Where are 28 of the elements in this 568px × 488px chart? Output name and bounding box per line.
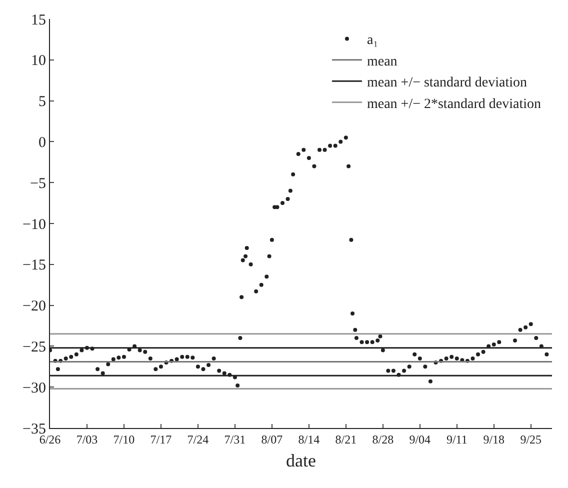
legend-label: mean +/− standard deviation	[366, 76, 528, 91]
y-tick-label: −30	[22, 380, 46, 396]
x-tick-label: 7/17	[150, 432, 172, 446]
y-tick-label: 10	[31, 53, 46, 70]
x-tick-label: 8/28	[372, 432, 394, 446]
x-tick-label: 9/04	[409, 432, 431, 446]
x-axis-title: date	[286, 450, 316, 470]
x-tick-label: 8/07	[261, 432, 283, 446]
x-tick-label: 8/14	[298, 432, 320, 446]
y-tick-label: 0	[38, 134, 46, 151]
y-tick-label: 15	[31, 12, 46, 28]
y-tick-label: −20	[22, 298, 46, 315]
x-tick-label: 7/31	[224, 432, 246, 446]
x-tick-label: 9/25	[520, 432, 542, 446]
y-tick-label: −5	[30, 176, 46, 192]
x-tick-label: 7/03	[76, 432, 98, 446]
x-tick-label: 9/18	[483, 432, 505, 446]
y-tick-label: 5	[38, 94, 46, 110]
legend-label: mean +/− 2*standard deviation	[366, 96, 542, 112]
y-tick-label: −10	[22, 216, 46, 233]
x-tick-label: 7/10	[113, 432, 135, 446]
x-tick-label: 8/21	[335, 432, 357, 446]
legend-label: a₁	[366, 33, 378, 48]
x-tick-label: 9/11	[446, 432, 468, 446]
legend-label: mean	[366, 54, 398, 70]
y-tick-label: −25	[22, 339, 46, 356]
x-tick-label: 7/24	[187, 432, 209, 446]
y-tick-label: −15	[22, 258, 46, 274]
